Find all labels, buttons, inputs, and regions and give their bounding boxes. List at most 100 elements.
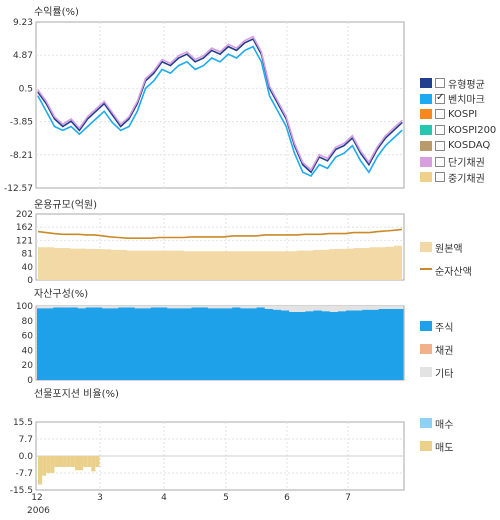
point-5-8	[103, 100, 105, 103]
bar-주식-26	[248, 308, 257, 380]
bar-주식-3	[61, 307, 70, 380]
point-5-29	[277, 100, 279, 103]
bar-주식-8	[102, 308, 111, 380]
point-5-39	[360, 150, 362, 152]
point-5-12	[136, 100, 138, 103]
legend-item-0-1[interactable]: 벤치마크	[420, 92, 500, 106]
bar-매도-1	[42, 456, 47, 476]
bar-매도-0	[38, 456, 43, 485]
point-0-7	[95, 110, 97, 112]
bar-주식-23	[224, 308, 233, 380]
point-5-6	[87, 116, 89, 118]
y-tick-label-2-0: 100	[16, 302, 33, 312]
point-5-7	[95, 108, 97, 110]
bar-매도-14	[95, 456, 100, 467]
legend-swatch	[420, 321, 432, 331]
legend-checkbox[interactable]	[435, 125, 445, 136]
point-1-30	[285, 125, 287, 128]
point-5-44	[401, 119, 403, 122]
point-5-27	[260, 51, 262, 53]
legend-swatch	[420, 441, 432, 451]
bar-매도-5	[58, 456, 63, 467]
point-5-1	[45, 100, 47, 103]
point-1-38	[351, 144, 353, 147]
point-0-14	[153, 72, 155, 74]
line-순자산액	[37, 228, 403, 239]
line-series-0	[37, 37, 403, 174]
point-1-43	[393, 137, 395, 139]
point-1-5	[78, 133, 80, 135]
legend-item-0-2[interactable]: KOSPI	[420, 107, 500, 121]
y-tick-label-0-2: 0.5	[19, 84, 33, 94]
legend-item-0-4[interactable]: KOSDAQ	[420, 139, 500, 153]
legend-item-0-6[interactable]: 중기채권	[420, 170, 500, 185]
legend-checkbox[interactable]	[435, 92, 445, 104]
legend-checkbox[interactable]	[435, 109, 445, 120]
legend-label: 원본액	[435, 243, 463, 255]
bar-주식-33	[305, 311, 314, 380]
bar-주식-5	[77, 308, 87, 380]
point-1-31	[293, 152, 296, 154]
point-0-3	[62, 125, 64, 128]
bar-기타-36	[329, 306, 339, 312]
point-0-40	[368, 164, 370, 166]
legend-label: 매수	[435, 419, 454, 431]
point-0-42	[384, 137, 387, 139]
legend-item-0-0[interactable]: 유형평균	[420, 76, 500, 91]
legend-checkbox[interactable]	[435, 156, 445, 167]
point-5-19	[194, 58, 196, 61]
bar-매도-2	[46, 456, 51, 473]
panel-title-0: 수익률(%)	[34, 6, 79, 18]
bar-기타-30	[281, 306, 290, 311]
point-1-35	[326, 167, 329, 170]
point-5-26	[252, 36, 254, 38]
legend-item-0-3[interactable]: KOSPI200	[420, 123, 500, 137]
legend-item-3-0: 매수	[420, 416, 500, 431]
x-tick-label-1: 3	[97, 493, 103, 503]
legend-label: KOSPI200	[448, 124, 497, 136]
panel-title-2: 자산구성(%)	[34, 288, 88, 300]
point-1-12	[136, 110, 138, 112]
y-tick-label-3-1: 7.7	[19, 435, 33, 445]
point-1-44	[401, 129, 403, 131]
bar-주식-1	[45, 308, 54, 380]
bar-주식-37	[337, 311, 347, 380]
bar-기타-29	[272, 306, 282, 310]
point-5-13	[144, 77, 147, 80]
point-0-43	[393, 129, 395, 131]
point-0-19	[194, 61, 196, 63]
bar-기타-12	[134, 306, 144, 309]
y-tick-label-3-3: -7.7	[15, 469, 33, 479]
point-5-3	[62, 123, 64, 125]
bar-주식-24	[232, 307, 241, 380]
bar-기타-28	[264, 306, 274, 309]
bar-기타-13	[142, 306, 152, 309]
bar-기타-26	[248, 306, 257, 309]
bar-기타-33	[305, 306, 314, 312]
point-1-20	[202, 65, 205, 67]
y-tick-label-0-1: 4.87	[13, 51, 33, 61]
point-1-8	[103, 110, 105, 112]
legend-checkbox[interactable]	[435, 172, 445, 183]
legend-checkbox[interactable]	[435, 140, 445, 151]
point-5-4	[70, 118, 72, 120]
point-1-34	[318, 164, 320, 166]
point-1-0	[37, 95, 39, 97]
legend-item-0-5[interactable]: 단기채권	[420, 155, 500, 169]
bar-주식-20	[199, 307, 209, 380]
bar-매도-6	[62, 456, 67, 467]
point-5-30	[285, 116, 287, 118]
y-tick-label-2-4: 20	[22, 361, 34, 371]
bar-주식-41	[370, 309, 379, 380]
bar-주식-22	[215, 308, 225, 380]
point-0-36	[335, 148, 337, 150]
legend-item-2-1: 채권	[420, 342, 500, 357]
bar-기타-14	[150, 306, 160, 308]
bar-기타-9	[110, 306, 119, 309]
point-5-20	[202, 55, 205, 57]
point-1-23	[227, 53, 229, 55]
legend-checkbox[interactable]	[435, 78, 445, 88]
point-0-5	[78, 129, 80, 131]
bar-주식-21	[207, 308, 217, 380]
area-원본액	[38, 231, 402, 280]
